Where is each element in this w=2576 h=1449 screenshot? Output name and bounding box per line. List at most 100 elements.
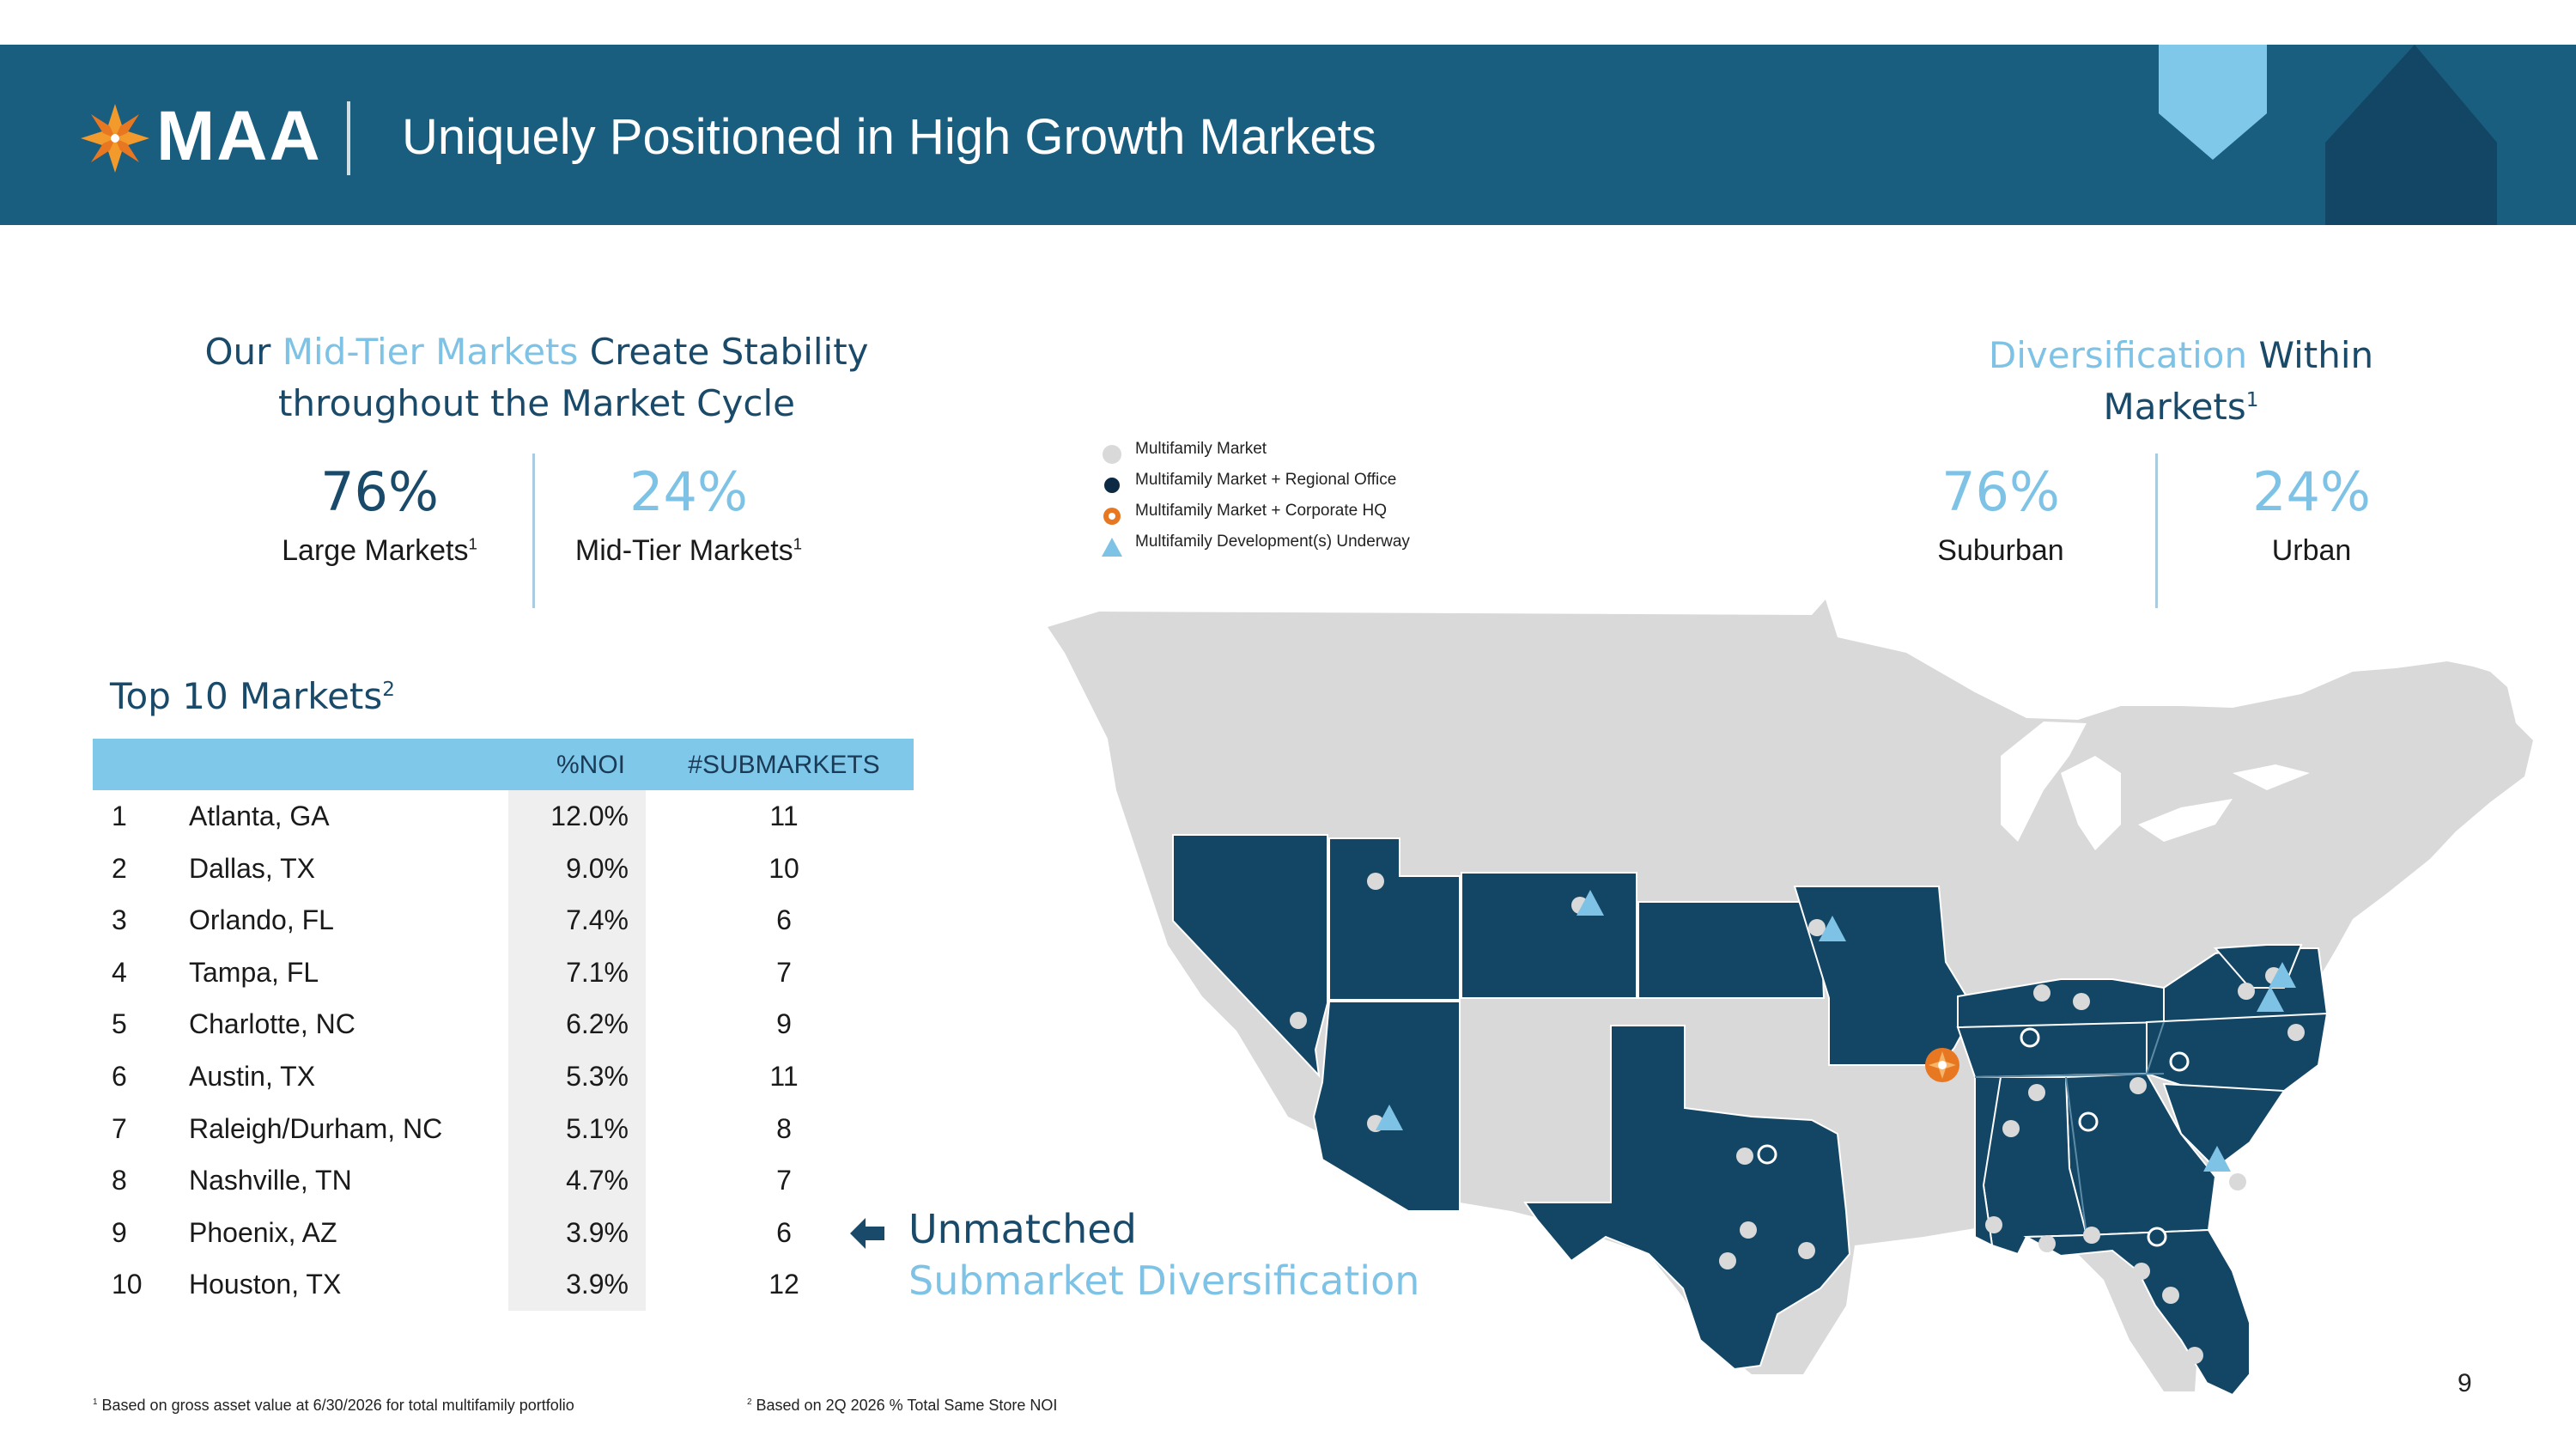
header-band: [0, 45, 2576, 225]
noi-column-shade: [508, 790, 646, 1311]
row-submarkets: 8: [776, 1112, 792, 1144]
top10-title: Top 10 Markets2: [110, 675, 395, 717]
row-submarkets: 6: [776, 904, 792, 936]
mid-tier-markets-value: 24%: [629, 460, 748, 523]
market-dots: [1290, 873, 2305, 1364]
state-arizona: [1312, 1001, 1461, 1212]
large-markets-value: 76%: [320, 460, 439, 523]
state-south-carolina: [2162, 1082, 2286, 1170]
urban-value: 24%: [2252, 460, 2371, 523]
heading-text: Create Stability: [589, 331, 869, 373]
us-markets-map: [1048, 600, 2533, 1397]
market-dot: [2229, 1173, 2246, 1190]
top10-table: %NOI #SUBMARKETS 1 Atlanta, GA 12.0% 11 2 Dal…: [93, 739, 914, 1311]
regional-office-dots: [1757, 1027, 2190, 1247]
market-dot: [2083, 1227, 2100, 1244]
market-dot: [2133, 1306, 2150, 1323]
table-row: 10 Houston, TX 3.9% 12: [93, 1258, 914, 1311]
table-row: 1 Atlanta, GA 12.0% 11: [93, 790, 914, 843]
unmatched-text: Unmatched: [908, 1206, 1137, 1252]
development-triangle: [1577, 890, 1604, 916]
header-divider: [347, 101, 350, 175]
table-row: 3 Orlando, FL 7.4% 6: [93, 894, 914, 947]
footnote-2: 2 Based on 2Q 2026 % Total Same Store NO…: [747, 1397, 1058, 1414]
row-rank: 8: [112, 1165, 127, 1196]
row-noi: 6.2%: [566, 1008, 629, 1040]
row-rank: 1: [112, 801, 127, 831]
table-row: 7 Raleigh/Durham, NC 5.1% 8: [93, 1103, 914, 1155]
maa-logo-icon[interactable]: [79, 100, 337, 177]
blue-triangle-icon: [1102, 538, 1122, 557]
col-noi: %NOI: [556, 751, 625, 779]
row-noi: 12.0%: [550, 801, 629, 831]
table-row: 6 Austin, TX 5.3% 11: [93, 1050, 914, 1103]
heading-text: Markets: [2103, 386, 2246, 428]
row-submarkets: 7: [776, 1165, 792, 1196]
corporate-hq-icon: [1925, 1048, 1959, 1082]
suburban-value: 76%: [1941, 460, 2060, 523]
row-city: Phoenix, AZ: [189, 1216, 337, 1248]
development-triangle: [2257, 986, 2284, 1012]
state-nevada: [1172, 834, 1328, 1078]
row-rank: 2: [112, 852, 127, 884]
great-lakes-shape: [2001, 721, 2310, 850]
large-markets-label: Large Markets1: [282, 534, 477, 567]
state-colorado: [1461, 872, 1637, 999]
row-city: Charlotte, NC: [189, 1008, 355, 1040]
market-dot: [1367, 873, 1384, 890]
market-dot: [2133, 1263, 2150, 1280]
market-dot: [1740, 1221, 1757, 1239]
development-triangle: [1819, 916, 1846, 941]
market-dot: [1290, 1012, 1307, 1029]
footnote-1: 1 Based on gross asset value at 6/30/202…: [93, 1397, 574, 1414]
row-city: Raleigh/Durham, NC: [189, 1112, 443, 1144]
row-city: Dallas, TX: [189, 852, 316, 884]
suburban-label: Suburban: [1937, 534, 2064, 567]
row-submarkets: 11: [769, 1060, 799, 1092]
row-noi: 7.4%: [566, 904, 629, 936]
table-row: 2 Dallas, TX 9.0% 10: [93, 843, 914, 895]
row-noi: 7.1%: [566, 956, 629, 988]
row-rank: 6: [112, 1060, 127, 1092]
table-row: 5 Charlotte, NC 6.2% 9: [93, 998, 914, 1050]
state-borders: [1974, 1021, 2165, 1236]
development-triangle: [2203, 1146, 2231, 1172]
market-dot: [2073, 993, 2090, 1010]
market-dot: [2033, 984, 2050, 1002]
row-rank: 4: [112, 956, 127, 988]
row-rank: 9: [112, 1216, 127, 1248]
market-dot: [2186, 1347, 2203, 1364]
header-decoration: [2159, 45, 2497, 225]
row-city: Atlanta, GA: [189, 801, 330, 831]
row-submarkets: 12: [769, 1269, 799, 1300]
market-dot: [2238, 983, 2255, 1000]
row-city: Orlando, FL: [189, 904, 334, 936]
heading-accent: Mid-Tier Markets: [282, 331, 579, 373]
market-dot: [1798, 1242, 1815, 1259]
row-noi: 3.9%: [566, 1216, 629, 1248]
row-city: Tampa, FL: [189, 956, 319, 988]
row-submarkets: 11: [769, 801, 799, 831]
row-city: Houston, TX: [189, 1269, 342, 1300]
stat-divider: [2155, 454, 2158, 608]
table-row: 9 Phoenix, AZ 3.9% 6: [93, 1207, 914, 1259]
row-city: Austin, TX: [189, 1060, 316, 1092]
market-dot: [2038, 1235, 2056, 1252]
market-dot: [2028, 1084, 2045, 1101]
brand-name: MAA: [156, 97, 322, 175]
row-rank: 10: [112, 1269, 143, 1300]
arrow-left-icon: [850, 1218, 884, 1249]
row-noi: 3.9%: [566, 1269, 629, 1300]
regional-office-dot: [2078, 1111, 2099, 1132]
gray-dot-icon: [1103, 445, 1121, 464]
mid-tier-markets-label: Mid-Tier Markets1: [574, 534, 803, 567]
heading-text: Our: [204, 331, 271, 373]
regional-office-dot: [2147, 1227, 2167, 1247]
orange-star-icon: [1103, 508, 1121, 525]
development-triangle: [1376, 1105, 1403, 1130]
market-dot: [2129, 1077, 2147, 1094]
regional-office-dot: [2020, 1027, 2040, 1048]
market-dot: [1808, 919, 1826, 936]
navy-dot-icon: [1103, 476, 1121, 495]
stat-divider: [532, 454, 535, 608]
